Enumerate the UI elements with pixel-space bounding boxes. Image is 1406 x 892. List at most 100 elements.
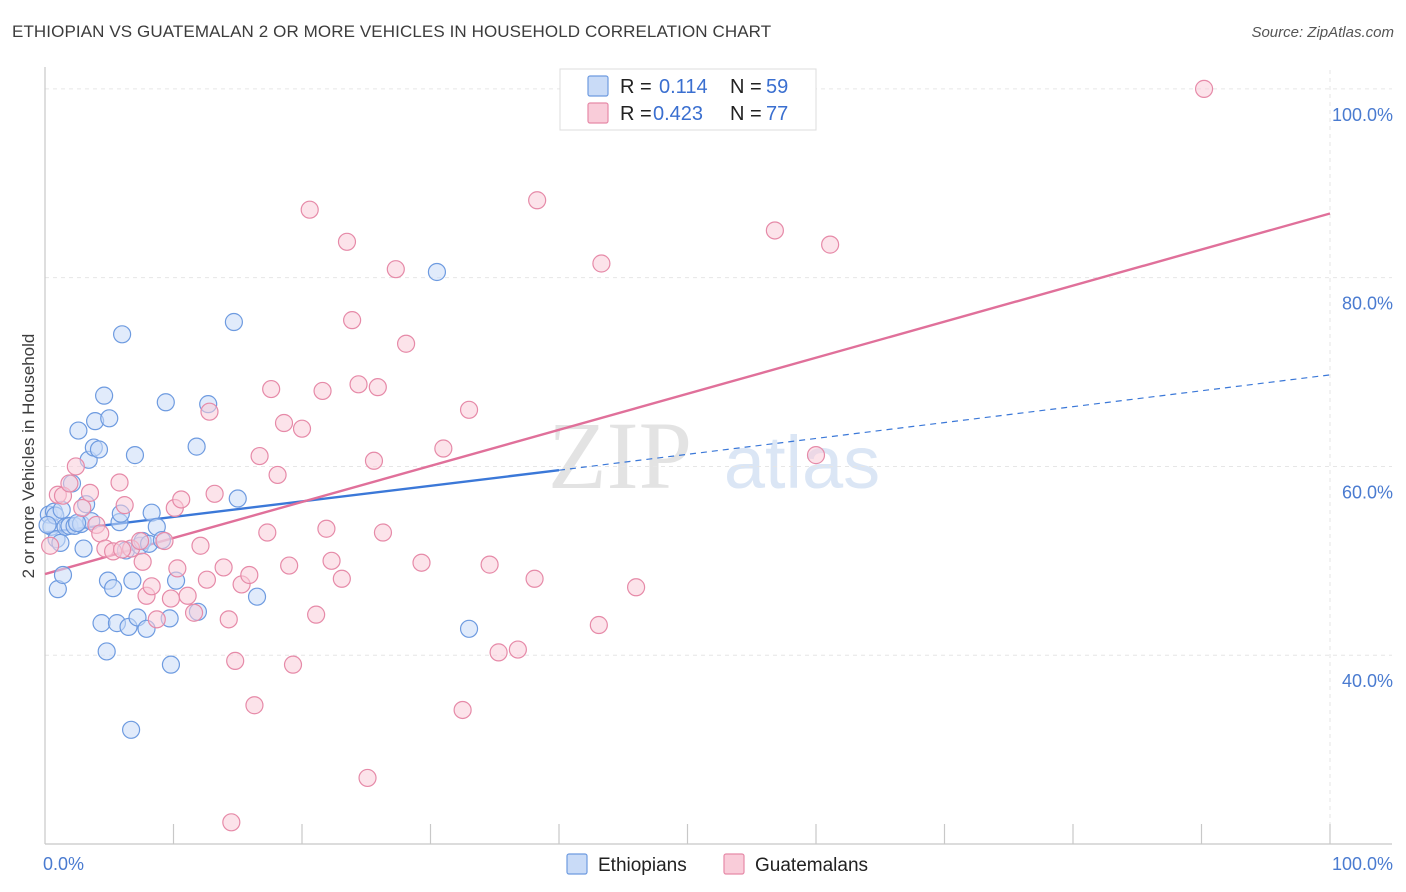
point-guatemalans-62 — [480, 555, 499, 574]
point-guatemalans-25 — [191, 536, 210, 555]
point-ethiopians-33 — [121, 720, 141, 739]
x-tick-label-max: 100.0% — [1332, 854, 1393, 874]
point-guatemalans-68 — [592, 254, 611, 273]
source-credit: Source: ZipAtlas.com — [1251, 24, 1394, 41]
point-guatemalans-63 — [489, 643, 508, 662]
point-ethiopians-12 — [69, 421, 88, 440]
legend-swatch-guatemalans — [587, 102, 609, 124]
point-guatemalans-14 — [130, 531, 150, 551]
point-guatemalans-5 — [73, 498, 92, 518]
point-ethiopians-21 — [92, 614, 111, 633]
point-guatemalans-69 — [626, 578, 646, 597]
point-ethiopians-54 — [427, 262, 447, 282]
point-guatemalans-75 — [161, 589, 181, 608]
legend-r-value-2: 0.423 — [653, 103, 703, 125]
point-ethiopians-56 — [38, 515, 57, 535]
point-guatemalans-70 — [765, 221, 784, 240]
legend-n-value-1: 59 — [766, 76, 788, 98]
series-legend-label-ethiopians: Ethiopians — [598, 855, 687, 876]
point-guatemalans-35 — [250, 446, 269, 466]
point-guatemalans-21 — [168, 559, 187, 578]
point-guatemalans-44 — [307, 605, 326, 624]
legend-swatch-ethiopians — [587, 75, 609, 97]
legend-r-label-2: R = — [620, 103, 652, 125]
data-points — [38, 79, 1214, 832]
y-tick-label-80: 80.0% — [1342, 294, 1393, 314]
point-guatemalans-33 — [240, 565, 259, 585]
series-legend-swatch-ethiopians — [566, 853, 588, 875]
point-ethiopians-46 — [161, 655, 181, 674]
y-tick-label-100: 100.0% — [1332, 105, 1393, 125]
point-ethiopians-55 — [459, 619, 479, 638]
point-ethiopians-34 — [123, 571, 142, 590]
point-guatemalans-76 — [112, 540, 132, 559]
point-guatemalans-47 — [322, 551, 341, 570]
point-guatemalans-15 — [133, 552, 152, 571]
point-guatemalans-31 — [226, 651, 245, 670]
trend-line-extension-ethiopians — [558, 374, 1331, 471]
point-guatemalans-17 — [142, 577, 161, 596]
point-guatemalans-41 — [283, 655, 303, 674]
point-ethiopians-25 — [100, 409, 119, 428]
point-ethiopians-53 — [247, 587, 267, 606]
watermark-zip: ZIP — [548, 402, 692, 509]
point-guatemalans-45 — [313, 381, 332, 401]
point-guatemalans-26 — [197, 570, 217, 589]
y-tick-label-60: 60.0% — [1342, 482, 1393, 502]
point-guatemalans-6 — [80, 483, 100, 502]
point-ethiopians-7 — [53, 565, 73, 585]
point-guatemalans-3 — [60, 474, 79, 493]
y-tick-label-40: 40.0% — [1342, 671, 1393, 691]
point-guatemalans-49 — [337, 232, 357, 251]
point-ethiopians-23 — [97, 642, 116, 661]
legend-n-label-2: N = — [730, 103, 762, 125]
point-guatemalans-43 — [300, 200, 319, 219]
point-ethiopians-51 — [224, 312, 243, 332]
point-guatemalans-73 — [1194, 79, 1214, 98]
point-ethiopians-14 — [74, 539, 93, 558]
point-ethiopians-35 — [125, 446, 145, 465]
point-guatemalans-64 — [508, 640, 527, 659]
point-guatemalans-71 — [806, 446, 826, 465]
point-ethiopians-58 — [68, 513, 87, 533]
point-ethiopians-52 — [228, 489, 247, 508]
point-guatemalans-67 — [589, 615, 608, 635]
point-guatemalans-8 — [91, 524, 110, 543]
point-guatemalans-34 — [245, 696, 264, 715]
point-guatemalans-38 — [268, 465, 287, 485]
point-guatemalans-56 — [386, 260, 405, 279]
point-guatemalans-65 — [525, 569, 544, 588]
point-guatemalans-58 — [412, 553, 431, 572]
point-guatemalans-28 — [205, 484, 224, 503]
point-guatemalans-57 — [396, 334, 416, 353]
point-guatemalans-72 — [821, 235, 840, 254]
point-guatemalans-29 — [214, 558, 233, 577]
point-guatemalans-59 — [434, 439, 453, 458]
point-guatemalans-23 — [178, 586, 197, 605]
point-ethiopians-44 — [156, 393, 175, 412]
legend-n-value-2: 77 — [766, 103, 788, 125]
point-guatemalans-53 — [364, 451, 384, 470]
point-guatemalans-66 — [528, 191, 547, 210]
point-guatemalans-51 — [349, 375, 368, 394]
point-guatemalans-55 — [373, 523, 393, 542]
point-guatemalans-46 — [317, 519, 336, 538]
point-guatemalans-18 — [147, 610, 166, 629]
legend-n-label-1: N = — [730, 76, 762, 98]
point-guatemalans-61 — [459, 400, 479, 419]
point-guatemalans-12 — [115, 496, 134, 515]
point-guatemalans-52 — [358, 768, 377, 788]
point-guatemalans-50 — [343, 311, 362, 330]
point-guatemalans-54 — [368, 378, 387, 397]
point-ethiopians-26 — [104, 579, 123, 598]
series-legend-swatch-guatemalans — [723, 853, 745, 875]
x-tick-label-min: 0.0% — [43, 854, 84, 874]
legend-r-value-1: 0.114 — [659, 76, 708, 98]
point-guatemalans-0 — [41, 536, 60, 555]
point-ethiopians-48 — [187, 437, 206, 456]
correlation-legend: R = 0.114 N = 59 R = 0.423 N = 77 — [559, 68, 817, 131]
point-guatemalans-48 — [332, 569, 351, 588]
point-ethiopians-20 — [89, 440, 109, 459]
series-legend: Ethiopians Guatemalans — [566, 853, 868, 876]
